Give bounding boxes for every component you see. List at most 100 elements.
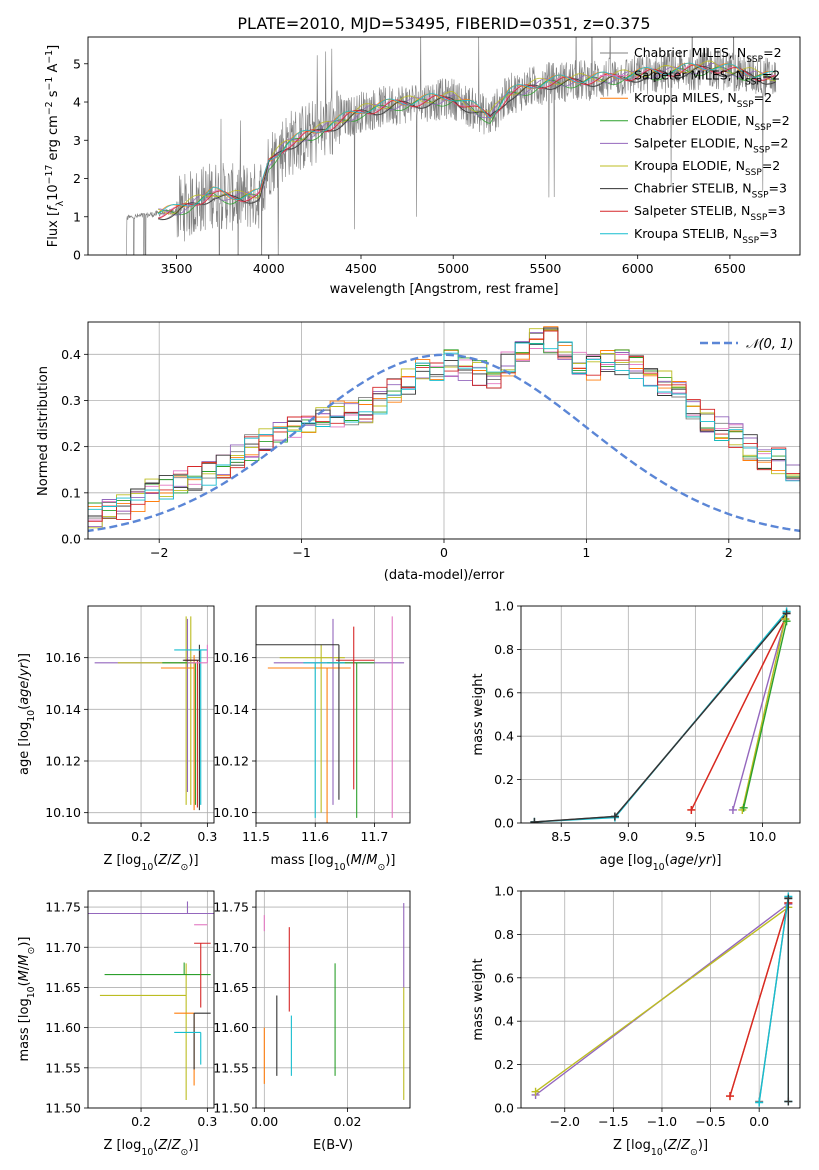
spectrum-ytick-label: 2 bbox=[73, 171, 81, 186]
spectrum-xtick-label: 5500 bbox=[530, 261, 562, 276]
mass_weight_vs_Z-ytick-label: 1.0 bbox=[494, 884, 514, 899]
mass_vs_ebv-xtick-label: 0.02 bbox=[334, 1114, 362, 1129]
mass_vs_ebv-xtick-label: 0.00 bbox=[250, 1114, 278, 1129]
spectrum-ylabel: Flux [fλ10−17 erg cm−2 s−1 A−1] bbox=[44, 45, 66, 247]
legend-label: Salpeter ELODIE, NSSP=2 bbox=[634, 135, 788, 155]
mass_weight_vs_Z-xtick-label: −1.5 bbox=[598, 1114, 628, 1129]
mass_vs_Z-ytick-label: 11.65 bbox=[45, 980, 81, 995]
spectrum-xtick-label: 4000 bbox=[253, 261, 285, 276]
mass_vs_ebv-ytick-label: 11.75 bbox=[213, 900, 249, 915]
residual_hist-xtick-label: −2 bbox=[150, 545, 168, 560]
mass_weight_vs_age-ticks: 8.5 9.0 9.5 10.0 0.0 0.2 0.4 0.6 0.8 1.0 bbox=[494, 599, 776, 845]
mass_weight_vs_Z-axes: −2.0 −1.5 −1.0 −0.5 0.0 0.0 0.2 0.4 0.6 0.8 1.0 mas… bbox=[471, 884, 801, 1158]
residual_hist-plot-area bbox=[88, 322, 800, 539]
spectrum-legend: Chabrier MILES, NSSP=2 Salpeter MILES, NS… bbox=[600, 45, 790, 246]
mass_vs_Z-ytick-label: 11.60 bbox=[45, 1020, 81, 1035]
mass_weight_vs_Z-marker-chabrier_stelib bbox=[784, 1097, 793, 1106]
mass_vs_Z-ticks: 0.2 0.3 11.50 11.55 11.60 11.65 11.70 11.75 bbox=[45, 900, 217, 1129]
residual_hist-xtick-label: 1 bbox=[582, 545, 590, 560]
mass_vs_Z-ytick-label: 11.55 bbox=[45, 1060, 81, 1075]
age_vs_mass-xtick-label: 11.5 bbox=[242, 829, 270, 844]
mass_weight_vs_Z-line-salpeter_stelib bbox=[729, 902, 789, 1097]
age_vs_mass-plot-area bbox=[256, 606, 410, 823]
residual_hist-ytick-label: 0.3 bbox=[61, 393, 81, 408]
residual_hist-frame bbox=[87, 321, 801, 540]
spectrum-plot-area bbox=[121, 37, 777, 255]
legend-label: Kroupa STELIB, NSSP=3 bbox=[634, 226, 778, 246]
age_vs_Z-ticks: 0.2 0.3 10.10 10.12 10.14 10.16 bbox=[45, 650, 217, 844]
mass_vs_ebv-ytick-label: 11.60 bbox=[213, 1020, 249, 1035]
age_vs_Z-ytick-label: 10.12 bbox=[45, 754, 81, 769]
mass-axis-label: mass [log10(M/M⊙)] bbox=[17, 937, 37, 1062]
mass_weight_vs_Z-line-kroupa_stelib bbox=[758, 896, 789, 1103]
mass_vs_ebv-ytick-label: 11.70 bbox=[213, 940, 249, 955]
legend-label: Chabrier ELODIE, NSSP=2 bbox=[634, 113, 790, 133]
mass_weight_vs_age-line-salpeter_elodie bbox=[732, 618, 786, 811]
legend-label: Salpeter STELIB, NSSP=3 bbox=[634, 203, 786, 223]
mass_weight_vs_age-marker-chabrier_stelib bbox=[610, 812, 619, 821]
mass_weight_vs_age-marker-chabrier_stelib bbox=[782, 609, 791, 618]
spectrum-axes: 3500 4000 4500 5000 5500 6000 6500 0 1 2 3 4 5 wavele… bbox=[44, 36, 801, 297]
age_vs_mass-ytick-label: 10.12 bbox=[213, 754, 249, 769]
mass_weight_vs_age-ytick-label: 0.2 bbox=[494, 772, 514, 787]
mass_weight_vs_Z-xtick-label: −2.0 bbox=[550, 1114, 580, 1129]
age_vs_mass-xtick-label: 11.7 bbox=[361, 829, 389, 844]
mass_weight_vs_age-xtick-label: 10.0 bbox=[749, 829, 777, 844]
residual_hist-ticks: −2 −1 0 1 2 0.0 0.1 0.2 0.3 0.4 bbox=[61, 347, 733, 560]
mass_weight_vs_age-marker-chabrier_stelib bbox=[530, 817, 539, 823]
mass_weight_vs_age-ytick-label: 1.0 bbox=[494, 599, 514, 614]
ebv-axis-label: E(B-V) bbox=[313, 1138, 353, 1153]
age_vs_mass-xtick-label: 11.6 bbox=[301, 829, 329, 844]
mass_vs_Z-xtick-label: 0.2 bbox=[131, 1114, 151, 1129]
mass_weight_vs_age-frame bbox=[520, 605, 801, 824]
age_vs_Z-ytick-label: 10.14 bbox=[45, 702, 81, 717]
legend-label: Kroupa MILES, NSSP=2 bbox=[634, 90, 772, 110]
z-axis-label: Z [log10(Z/Z⊙)] bbox=[103, 1138, 198, 1158]
mass_vs_Z-ytick-label: 11.75 bbox=[45, 900, 81, 915]
mass_weight_vs_Z-ytick-label: 0.0 bbox=[494, 1101, 514, 1116]
mass_weight_vs_age-ytick-label: 0.4 bbox=[494, 729, 514, 744]
legend-label: Kroupa ELODIE, NSSP=2 bbox=[634, 158, 780, 178]
hist-step-salpeter_elodie bbox=[88, 329, 800, 531]
mass_vs_ebv-ytick-label: 11.65 bbox=[213, 980, 249, 995]
mass_weight_vs_Z-xtick-label: −1.0 bbox=[647, 1114, 677, 1129]
mass_weight_vs_Z-xtick-label: −0.5 bbox=[695, 1114, 725, 1129]
hist-step-salpeter_stelib bbox=[88, 330, 800, 529]
mass_weight_vs_Z-plot-area bbox=[521, 891, 800, 1108]
mass_weight_vs_Z-ylabel: mass weight bbox=[471, 958, 486, 1040]
age_vs_mass-ticks: 11.5 11.6 11.7 10.10 10.12 10.14 10.16 bbox=[213, 650, 388, 844]
hist-step-kroupa_elodie bbox=[88, 328, 800, 529]
mass_weight_vs_Z-ytick-label: 0.8 bbox=[494, 927, 514, 942]
spectrum-xtick-label: 6000 bbox=[622, 261, 654, 276]
age-axis-label: age [log10(age/yr)] bbox=[599, 853, 721, 873]
spectrum-ytick-label: 3 bbox=[73, 133, 81, 148]
spectrum-ticks: 3500 4000 4500 5000 5500 6000 6500 0 1 2 3 4 5 bbox=[73, 56, 746, 276]
mass_vs_Z-xtick-label: 0.3 bbox=[197, 1114, 217, 1129]
mass_vs_Z-axes: 0.2 0.3 11.50 11.55 11.60 11.65 11.70 11.75 Z [l… bbox=[17, 890, 217, 1158]
mass_weight_vs_age-line-chabrier_elodie bbox=[743, 621, 788, 808]
spectrum-ytick-label: 5 bbox=[73, 56, 81, 71]
hist-legend-label: 𝒩(0, 1) bbox=[746, 337, 793, 352]
mass_weight_vs_age-plot-area bbox=[521, 606, 800, 823]
residual_hist-xtick-label: 0 bbox=[440, 545, 448, 560]
mass_weight_vs_age-line-chabrier_miles bbox=[534, 612, 788, 823]
residual_hist-ytick-label: 0.2 bbox=[61, 439, 81, 454]
age_vs_mass-ytick-label: 10.10 bbox=[213, 805, 249, 820]
age_vs_mass-frame bbox=[255, 605, 411, 824]
mass_vs_Z-plot-area bbox=[88, 891, 214, 1108]
residual_hist-xtick-label: −1 bbox=[292, 545, 310, 560]
mass_weight_vs_Z-ticks: −2.0 −1.5 −1.0 −0.5 0.0 0.0 0.2 0.4 0.6 0.8 1.0 bbox=[494, 884, 769, 1130]
mass_vs_Z-frame bbox=[87, 890, 215, 1109]
mass_weight_vs_age-ytick-label: 0.0 bbox=[494, 816, 514, 831]
legend-label: Salpeter MILES, NSSP=2 bbox=[634, 68, 780, 88]
mass_vs_Z-ytick-label: 11.70 bbox=[45, 940, 81, 955]
mass_weight_vs_age-xtick-label: 9.5 bbox=[685, 829, 705, 844]
age_vs_mass-ytick-label: 10.16 bbox=[213, 650, 249, 665]
spectrum-xtick-label: 4500 bbox=[345, 261, 377, 276]
legend-label: Chabrier STELIB, NSSP=3 bbox=[634, 181, 787, 201]
spectrum-xtick-label: 5000 bbox=[437, 261, 469, 276]
age_vs_mass-ytick-label: 10.14 bbox=[213, 702, 249, 717]
mass_weight_vs_Z-frame bbox=[520, 890, 801, 1109]
mass_weight_vs_age-ytick-label: 0.8 bbox=[494, 642, 514, 657]
